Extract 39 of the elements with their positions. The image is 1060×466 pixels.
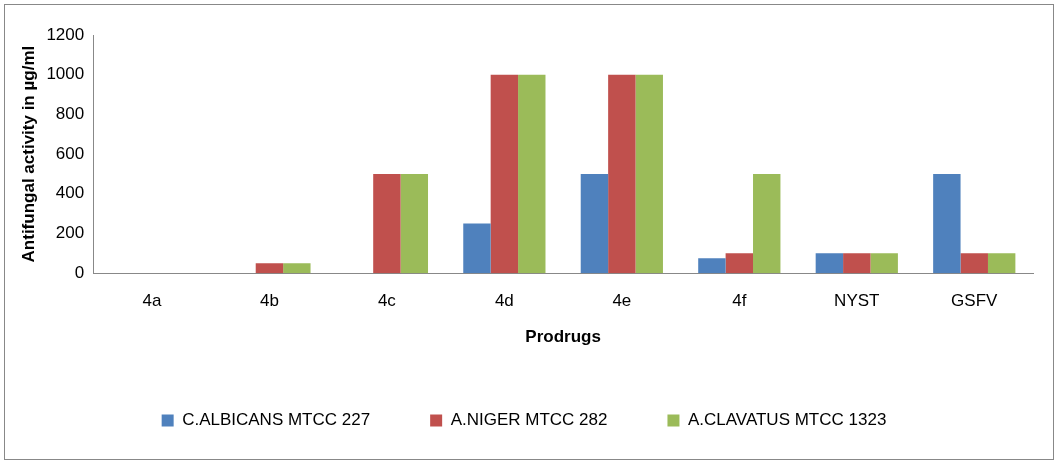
bar (490, 74, 519, 274)
bar (960, 253, 988, 274)
bar (815, 253, 844, 274)
x-tick-label: 4e (612, 291, 632, 311)
bar (635, 74, 663, 274)
bar (870, 253, 898, 274)
y-tick-label: 200 (55, 223, 85, 243)
x-tick-label: 4f (732, 291, 747, 311)
y-tick-label: 800 (55, 104, 85, 124)
bar (400, 173, 429, 274)
x-tick-label: NYST (834, 291, 880, 311)
legend-label: C.ALBICANS MTCC 227 (182, 410, 371, 430)
y-tick-label: 0 (74, 262, 85, 282)
bar (373, 173, 401, 274)
y-tick-label: 1200 (46, 24, 85, 44)
bar (698, 258, 726, 274)
bar (580, 173, 609, 274)
bar (725, 253, 754, 274)
bar (843, 253, 871, 274)
y-axis-title: Antifungal activity in µg/ml (18, 45, 38, 263)
bar (987, 253, 1016, 274)
y-tick-label: 600 (55, 143, 85, 163)
bar (518, 74, 546, 274)
y-tick-label: 1000 (46, 64, 85, 84)
bar (933, 173, 961, 274)
bar (463, 223, 491, 274)
x-tick-label: 4b (259, 291, 279, 311)
legend-label: A.CLAVATUS MTCC 1323 (687, 410, 887, 430)
x-tick-label: 4c (377, 291, 397, 311)
bar (283, 263, 311, 274)
x-tick-label: 4a (142, 291, 162, 311)
bar (608, 74, 636, 274)
x-axis-title: Prodrugs (525, 327, 601, 347)
bar (255, 263, 284, 274)
x-tick-label: 4d (494, 291, 514, 311)
bar (753, 173, 781, 274)
legend-label: A.NIGER MTCC 282 (450, 410, 608, 430)
y-tick-label: 400 (55, 183, 85, 203)
x-tick-label: GSFV (951, 291, 999, 311)
